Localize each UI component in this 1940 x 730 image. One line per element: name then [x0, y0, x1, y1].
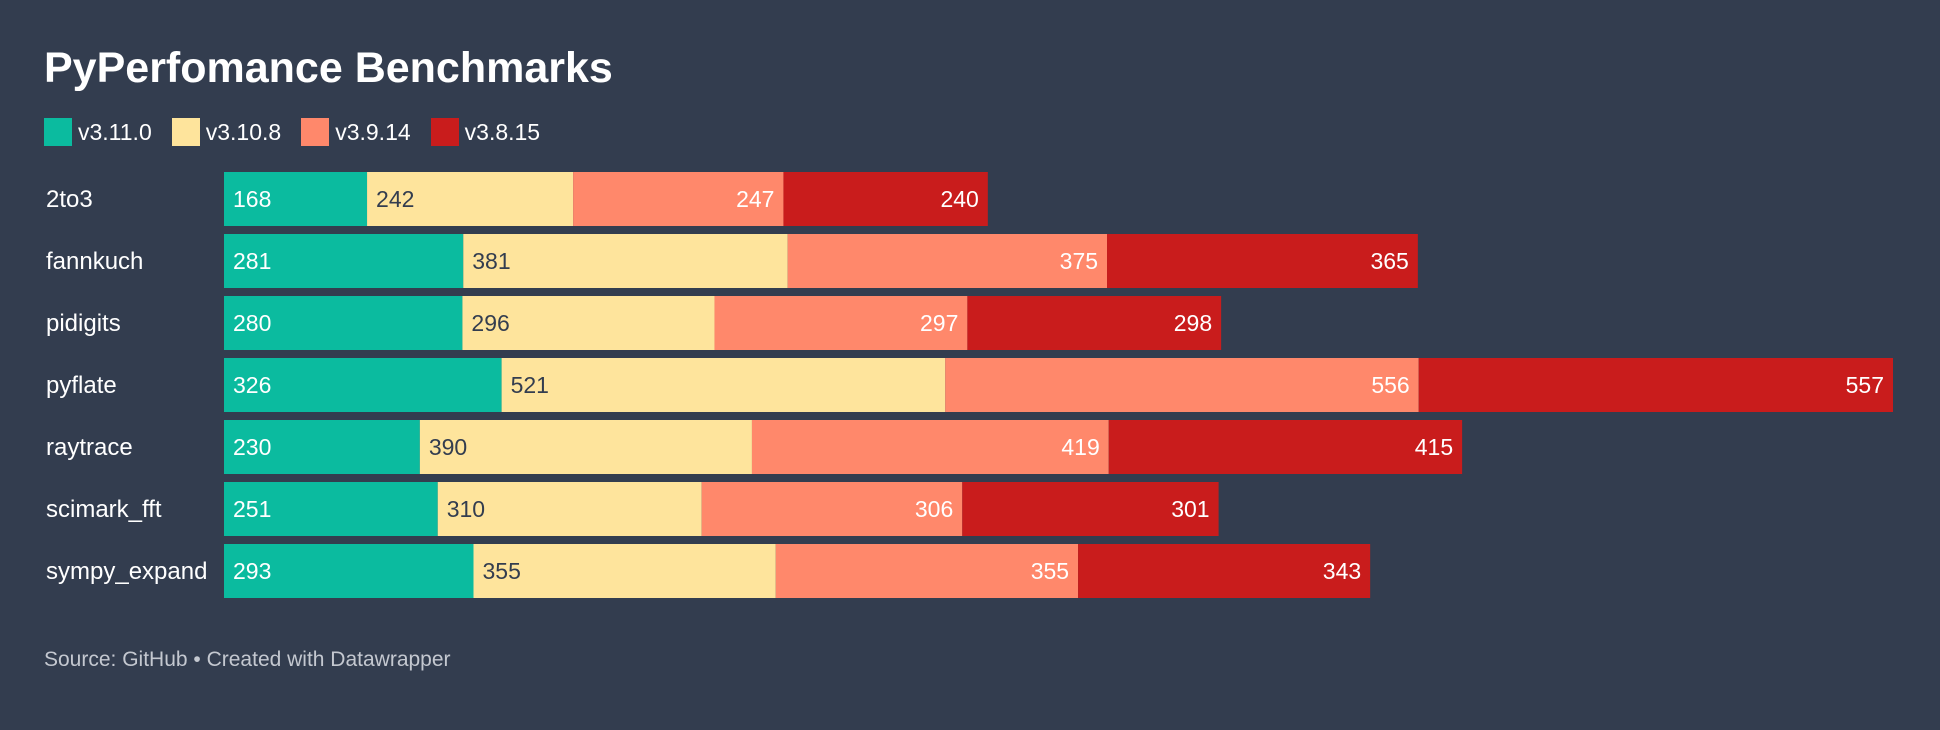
bar-raytrace-v3.8.15: [1108, 420, 1463, 474]
category-label-pyflate: pyflate: [46, 372, 117, 399]
data-label-scimark_fft-v3.9.14: 306: [915, 496, 953, 522]
category-label-sympy_expand: sympy_expand: [46, 558, 207, 585]
data-label-scimark_fft-v3.8.15: 301: [1171, 496, 1209, 522]
bar-pyflate-v3.8.15: [1418, 358, 1893, 412]
bar-sympy_expand-v3.11.0: [224, 544, 474, 598]
legend-label: v3.10.8: [205, 118, 282, 145]
data-label-raytrace-v3.8.15: 415: [1415, 434, 1453, 460]
legend-label: v3.11.0: [78, 118, 152, 145]
category-label-fannkuch: fannkuch: [46, 248, 143, 275]
data-label-fannkuch-v3.8.15: 365: [1370, 248, 1408, 274]
data-label-sympy_expand-v3.10.8: 355: [482, 558, 520, 584]
data-label-pyflate-v3.9.14: 556: [1371, 372, 1409, 398]
data-label-pyflate-v3.10.8: 521: [511, 372, 549, 398]
bar-2to3-v3.10.8: [367, 172, 574, 226]
bar-chart: 2to3 168 242 247 240 fannkuch 281 381 375 365 pidi…: [46, 172, 1893, 598]
data-label-pidigits-v3.8.15: 298: [1174, 310, 1212, 336]
bar-pidigits-v3.10.8: [462, 296, 715, 350]
category-label-scimark_fft: scimark_fft: [46, 496, 162, 523]
legend-swatch: [44, 118, 72, 146]
data-label-sympy_expand-v3.11.0: 293: [233, 558, 271, 584]
bar-scimark_fft-v3.11.0: [224, 482, 438, 536]
bar-raytrace-v3.10.8: [419, 420, 752, 474]
data-label-sympy_expand-v3.8.15: 343: [1323, 558, 1361, 584]
bar-2to3-v3.8.15: [783, 172, 988, 226]
chart-title: PyPerfomance Benchmarks: [44, 44, 613, 92]
chart-legend: v3.11.0 v3.10.8 v3.9.14 v3.8.15: [44, 117, 560, 147]
bar-pyflate-v3.11.0: [224, 358, 502, 412]
data-label-raytrace-v3.9.14: 419: [1061, 434, 1099, 460]
legend-swatch: [430, 118, 459, 146]
data-label-pyflate-v3.8.15: 557: [1846, 372, 1884, 398]
bar-pyflate-v3.10.8: [501, 358, 946, 412]
legend-item-v3.8.15: v3.8.15: [430, 118, 541, 146]
data-label-pidigits-v3.10.8: 296: [471, 310, 509, 336]
data-label-raytrace-v3.11.0: 230: [233, 434, 271, 460]
bar-fannkuch-v3.8.15: [1107, 234, 1418, 288]
category-label-2to3: 2to3: [46, 186, 93, 213]
data-label-raytrace-v3.10.8: 390: [429, 434, 467, 460]
data-label-sympy_expand-v3.9.14: 355: [1031, 558, 1069, 584]
bar-pyflate-v3.9.14: [945, 358, 1419, 412]
data-label-2to3-v3.9.14: 247: [736, 186, 774, 212]
legend-label: v3.9.14: [335, 118, 411, 145]
legend-swatch: [301, 118, 330, 146]
bar-raytrace-v3.9.14: [751, 420, 1109, 474]
bar-pidigits-v3.9.14: [714, 296, 968, 350]
bar-raytrace-v3.11.0: [224, 420, 420, 474]
data-label-scimark_fft-v3.10.8: 310: [447, 496, 485, 522]
chart-source-note: Source: GitHub • Created with Datawrappe…: [44, 648, 451, 671]
bar-pidigits-v3.8.15: [967, 296, 1222, 350]
bar-fannkuch-v3.9.14: [787, 234, 1108, 288]
bar-sympy_expand-v3.8.15: [1078, 544, 1371, 598]
legend-swatch: [171, 118, 200, 146]
data-label-pidigits-v3.9.14: 297: [920, 310, 958, 336]
bar-fannkuch-v3.11.0: [224, 234, 464, 288]
bar-sympy_expand-v3.10.8: [473, 544, 776, 598]
category-label-pidigits: pidigits: [46, 310, 121, 337]
bar-2to3-v3.11.0: [224, 172, 368, 226]
legend-item-v3.9.14: v3.9.14: [301, 118, 411, 146]
bar-fannkuch-v3.10.8: [463, 234, 788, 288]
category-label-raytrace: raytrace: [46, 434, 133, 461]
data-label-2to3-v3.11.0: 168: [233, 186, 271, 212]
data-label-fannkuch-v3.10.8: 381: [472, 248, 510, 274]
bar-scimark_fft-v3.9.14: [701, 482, 963, 536]
bar-scimark_fft-v3.10.8: [437, 482, 702, 536]
data-label-pyflate-v3.11.0: 326: [233, 372, 271, 398]
data-label-2to3-v3.10.8: 242: [376, 186, 414, 212]
data-label-fannkuch-v3.9.14: 375: [1060, 248, 1098, 274]
data-label-fannkuch-v3.11.0: 281: [233, 248, 271, 274]
bar-scimark_fft-v3.8.15: [962, 482, 1219, 536]
data-label-pidigits-v3.11.0: 280: [233, 310, 271, 336]
legend-item-v3.11.0: v3.11.0: [44, 118, 152, 146]
bar-pidigits-v3.11.0: [224, 296, 463, 350]
legend-item-v3.10.8: v3.10.8: [171, 118, 282, 146]
legend-label: v3.8.15: [464, 118, 541, 145]
bar-2to3-v3.9.14: [573, 172, 784, 226]
data-label-scimark_fft-v3.11.0: 251: [233, 496, 271, 522]
data-label-2to3-v3.8.15: 240: [940, 186, 978, 212]
bar-sympy_expand-v3.9.14: [775, 544, 1079, 598]
